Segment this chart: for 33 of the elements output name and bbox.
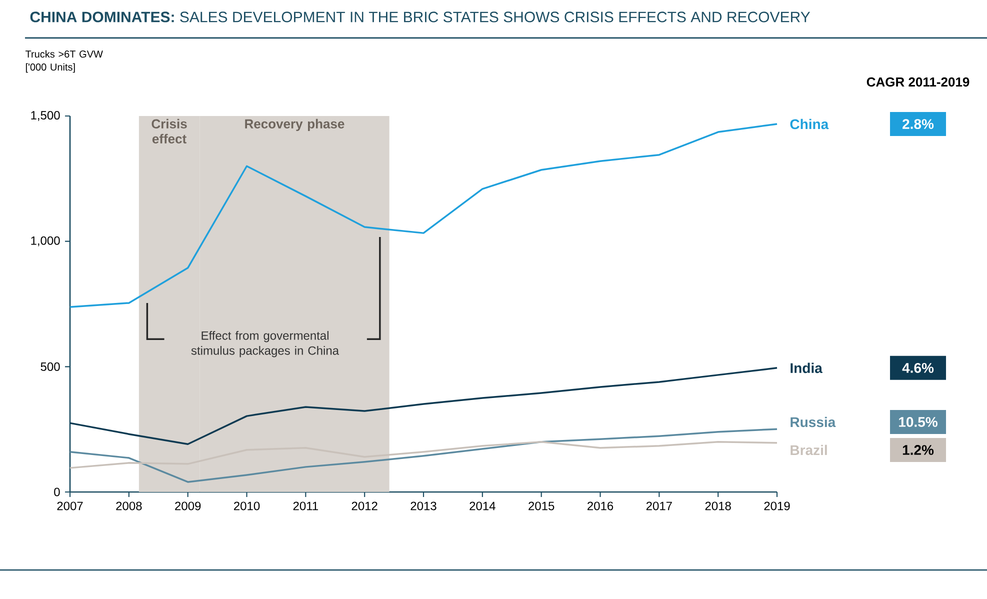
series-label: China: [790, 118, 829, 130]
text: CAGR 2011-2019: [866, 77, 970, 87]
series-label: Brazil: [790, 444, 827, 456]
chart-title: CHINA DOMINATES: SALES DEVELOPMENT IN THE BRIC STATES SHOWS CRISIS EFFECTS AND RECOVERY: [30, 12, 810, 22]
text: 2.8%: [902, 119, 934, 129]
y-tick-label: 0: [54, 488, 60, 496]
series-label: Russia: [790, 416, 836, 428]
y-tick-label: 500: [40, 362, 60, 371]
x-tick-label: 2012: [352, 502, 378, 510]
y-tick-label: 1,500: [31, 111, 60, 121]
band-label: Crisis effect: [152, 118, 187, 144]
x-tick-label: 2019: [764, 502, 790, 510]
text: 10.5%: [899, 417, 938, 427]
line-series: [69, 440, 778, 469]
x-tick-label: 2011: [293, 502, 318, 510]
y-tick-label: 1,000: [31, 236, 60, 246]
annotation: Effect from govermental stimulus packages in China: [191, 331, 340, 358]
x-tick-label: 2017: [646, 502, 672, 510]
x-tick-label: 2013: [410, 502, 436, 510]
x-tick-label: 2008: [116, 502, 142, 510]
x-tick-label: 2007: [57, 502, 83, 510]
y-axis-title: Trucks >6T GVW ['000 Units]: [26, 50, 103, 73]
text: 4.6%: [902, 362, 934, 373]
text: 1.2%: [902, 445, 934, 455]
x-tick-label: 2015: [528, 502, 554, 510]
x-tick-label: 2016: [588, 502, 614, 510]
x-tick-label: 2014: [470, 502, 496, 510]
line-series: [69, 367, 778, 445]
x-tick-label: 2018: [705, 502, 731, 510]
band-label: Recovery phase: [245, 118, 344, 132]
series-label: India: [790, 362, 822, 374]
x-tick-label: 2009: [175, 502, 201, 510]
x-tick-label: 2010: [234, 502, 260, 510]
